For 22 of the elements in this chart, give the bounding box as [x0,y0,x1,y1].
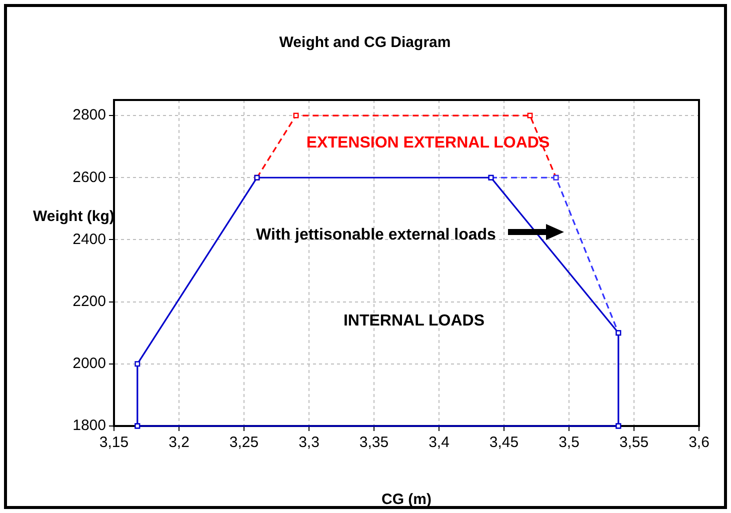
y-tick-label: 2200 [72,292,106,310]
y-tick-label: 2800 [72,106,106,124]
y-tick-label: 2600 [72,168,106,186]
y-tick-label: 1800 [72,417,106,434]
x-tick-label: 3,45 [489,434,519,452]
x-tick-label: 3,4 [428,434,450,452]
x-tick-label: 3,2 [168,434,190,452]
x-tick-label: 3,25 [229,434,259,452]
y-tick-label: 2000 [72,355,106,372]
chart-title: Weight and CG Diagram [279,34,451,52]
series-label: EXTENSION EXTERNAL LOADS [306,134,550,152]
x-tick-label: 3,15 [99,434,129,452]
annotation: With jettisonable external loads [256,226,496,244]
y-axis-title: Weight (kg) [33,208,114,226]
annotation: INTERNAL LOADS [343,312,485,330]
x-tick-label: 3,5 [558,434,580,452]
y-tick-label: 2400 [72,230,106,248]
x-tick-label: 3,55 [619,434,649,452]
x-axis-title: CG (m) [382,491,432,508]
x-tick-label: 3,6 [688,434,710,452]
x-tick-label: 3,3 [298,434,320,452]
x-tick-label: 3,35 [359,434,389,452]
